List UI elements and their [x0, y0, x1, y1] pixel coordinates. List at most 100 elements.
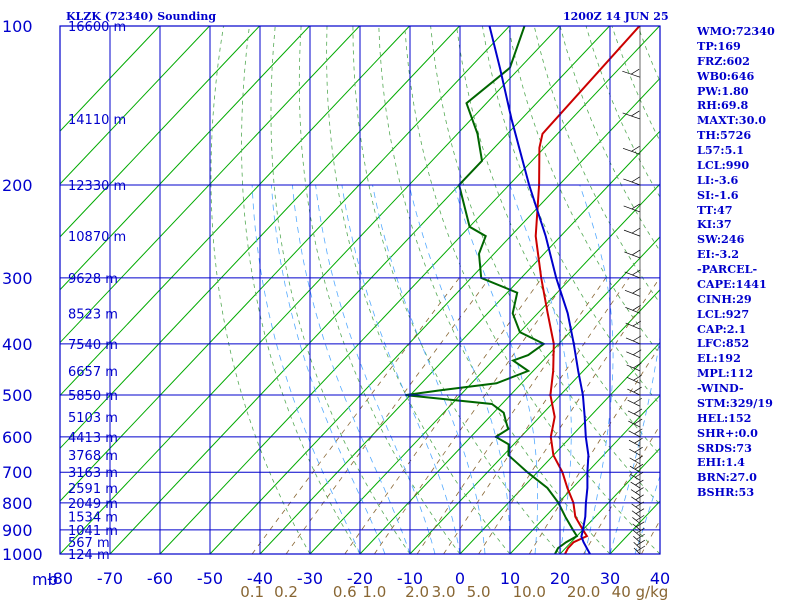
- mixing-ratio-label: 2.0: [405, 583, 429, 600]
- sounding-index-item: WMO:72340: [697, 24, 775, 38]
- pressure-tick-label: 800: [2, 494, 33, 513]
- wind-barb-flag: [633, 374, 642, 381]
- isotherm-line: [60, 26, 360, 344]
- dry-adiabat-line: [270, 26, 411, 554]
- wind-barb-flag: [634, 463, 644, 470]
- wind-barb-flag: [636, 539, 646, 546]
- wind-barb-flag: [636, 527, 645, 534]
- height-label: 3163 m: [68, 466, 118, 481]
- wind-barb-flag: [631, 110, 640, 117]
- wind-barb-flag: [631, 203, 641, 210]
- dry-adiabat-line: [507, 26, 660, 355]
- mixing-ratio-line: [285, 277, 490, 554]
- pressure-tick-label: 200: [2, 176, 33, 195]
- dry-adiabat-line: [298, 26, 461, 554]
- wind-barb: [625, 306, 641, 314]
- sounding-index-item: L57:5.1: [697, 143, 745, 157]
- temperature-tick-label: -20: [347, 569, 373, 588]
- mixing-ratio-label: 40 g/kg: [612, 583, 669, 600]
- pressure-tick-label: 1000: [2, 545, 43, 564]
- moist-adiabat-line: [634, 474, 660, 554]
- sounding-index-item: -PARCEL-: [697, 262, 758, 276]
- sounding-index-item: -WIND-: [697, 381, 744, 395]
- wind-barb-flag: [635, 515, 645, 521]
- mixing-ratio-label: 10.0: [513, 583, 546, 600]
- mixing-ratio-label: 0.1: [240, 583, 264, 600]
- wind-barb-flag: [636, 545, 646, 552]
- mixing-ratio-label: 0.6: [333, 583, 357, 600]
- wind-barb: [633, 535, 641, 543]
- pressure-tick-label: 900: [2, 521, 33, 540]
- sounding-index-item: RH:69.8: [697, 98, 749, 113]
- mixing-ratio-label: 3.0: [432, 583, 456, 600]
- mixing-ratio-line: [641, 519, 660, 554]
- pressure-tick-label: 500: [2, 386, 33, 405]
- sounding-index-item: FRZ:602: [697, 53, 750, 68]
- sounding-index-item: KI:37: [697, 217, 732, 232]
- wind-barb: [623, 178, 641, 186]
- wind-barb-flag: [635, 508, 645, 515]
- wind-barb-flag: [634, 455, 644, 462]
- valid-time: 1200Z 14 JUN 25: [563, 10, 669, 23]
- pressure-tick-label: 700: [2, 463, 33, 482]
- wind-barb-flag: [633, 386, 642, 393]
- sounding-index-item: MAXT:30.0: [697, 113, 767, 128]
- sounding-index-item: EI:-3.2: [697, 247, 739, 262]
- sounding-index-item: WB0:646: [697, 68, 755, 83]
- height-label: 14110 m: [68, 113, 126, 128]
- temperature-tick-label: 10: [500, 569, 520, 588]
- sounding-index-item: PW:1.80: [697, 83, 749, 98]
- isotherm-line: [559, 447, 660, 554]
- height-label: 1041 m: [68, 524, 118, 539]
- wind-barb-flag: [632, 335, 642, 342]
- isotherm-line: [60, 26, 210, 185]
- wind-barb-flag: [635, 501, 645, 508]
- sounding-index-item: TH:5726: [697, 128, 752, 143]
- sounding-index-item: LCL:927: [697, 306, 750, 321]
- sounding-index-item: CAPE:1441: [697, 276, 767, 291]
- sounding-index-item: LCL:990: [697, 157, 750, 172]
- mixing-ratio-line: [443, 277, 630, 554]
- isotherm-line: [60, 26, 310, 291]
- sounding-index-item: LFC:852: [697, 336, 750, 351]
- wind-barb-flag: [631, 176, 640, 183]
- height-label: 9628 m: [68, 272, 118, 287]
- height-label: 2049 m: [68, 497, 118, 512]
- wind-barb-flag: [630, 68, 640, 75]
- pressure-tick-label: 400: [2, 335, 33, 354]
- height-label: 124 m: [68, 548, 110, 563]
- dry-adiabat-line: [378, 26, 611, 554]
- mixing-ratio-label: 20.0: [567, 583, 600, 600]
- dry-adiabat-line: [404, 26, 660, 554]
- wind-barb-flag: [631, 249, 641, 256]
- wind-barb: [622, 70, 641, 78]
- height-label: 5850 m: [68, 389, 118, 404]
- dry-adiabat-line: [241, 26, 361, 554]
- wind-barb-flag: [632, 320, 642, 327]
- temperature-tick-label: 20: [550, 569, 570, 588]
- mixing-ratio-line: [478, 277, 660, 554]
- wind-barb: [628, 420, 641, 428]
- wind-barb: [632, 517, 641, 524]
- sounding-index-item: EHI:1.4: [697, 455, 745, 470]
- sounding-index-item: CINH:29: [697, 291, 752, 306]
- height-label: 16600 m: [68, 20, 126, 35]
- height-label: 4413 m: [68, 431, 118, 446]
- wind-barb-flag: [632, 287, 641, 294]
- dry-adiabat-line: [430, 26, 660, 505]
- wind-barb-flag: [634, 471, 644, 478]
- mixing-ratio-line: [344, 277, 543, 554]
- wind-barb-flag: [636, 533, 645, 540]
- mixing-ratio-line: [528, 345, 660, 554]
- moist-adiabat-line: [453, 184, 538, 554]
- plot-frame: [59, 25, 661, 555]
- plot-clip-group: [60, 26, 660, 554]
- wind-barb-flag: [634, 446, 643, 453]
- temperature-tick-label: -10: [397, 569, 423, 588]
- wind-barb-flag: [636, 521, 645, 528]
- wind-barb: [626, 351, 641, 359]
- pressure-tick-label: 300: [2, 269, 33, 288]
- sounding-index-item: TP:169: [697, 38, 741, 53]
